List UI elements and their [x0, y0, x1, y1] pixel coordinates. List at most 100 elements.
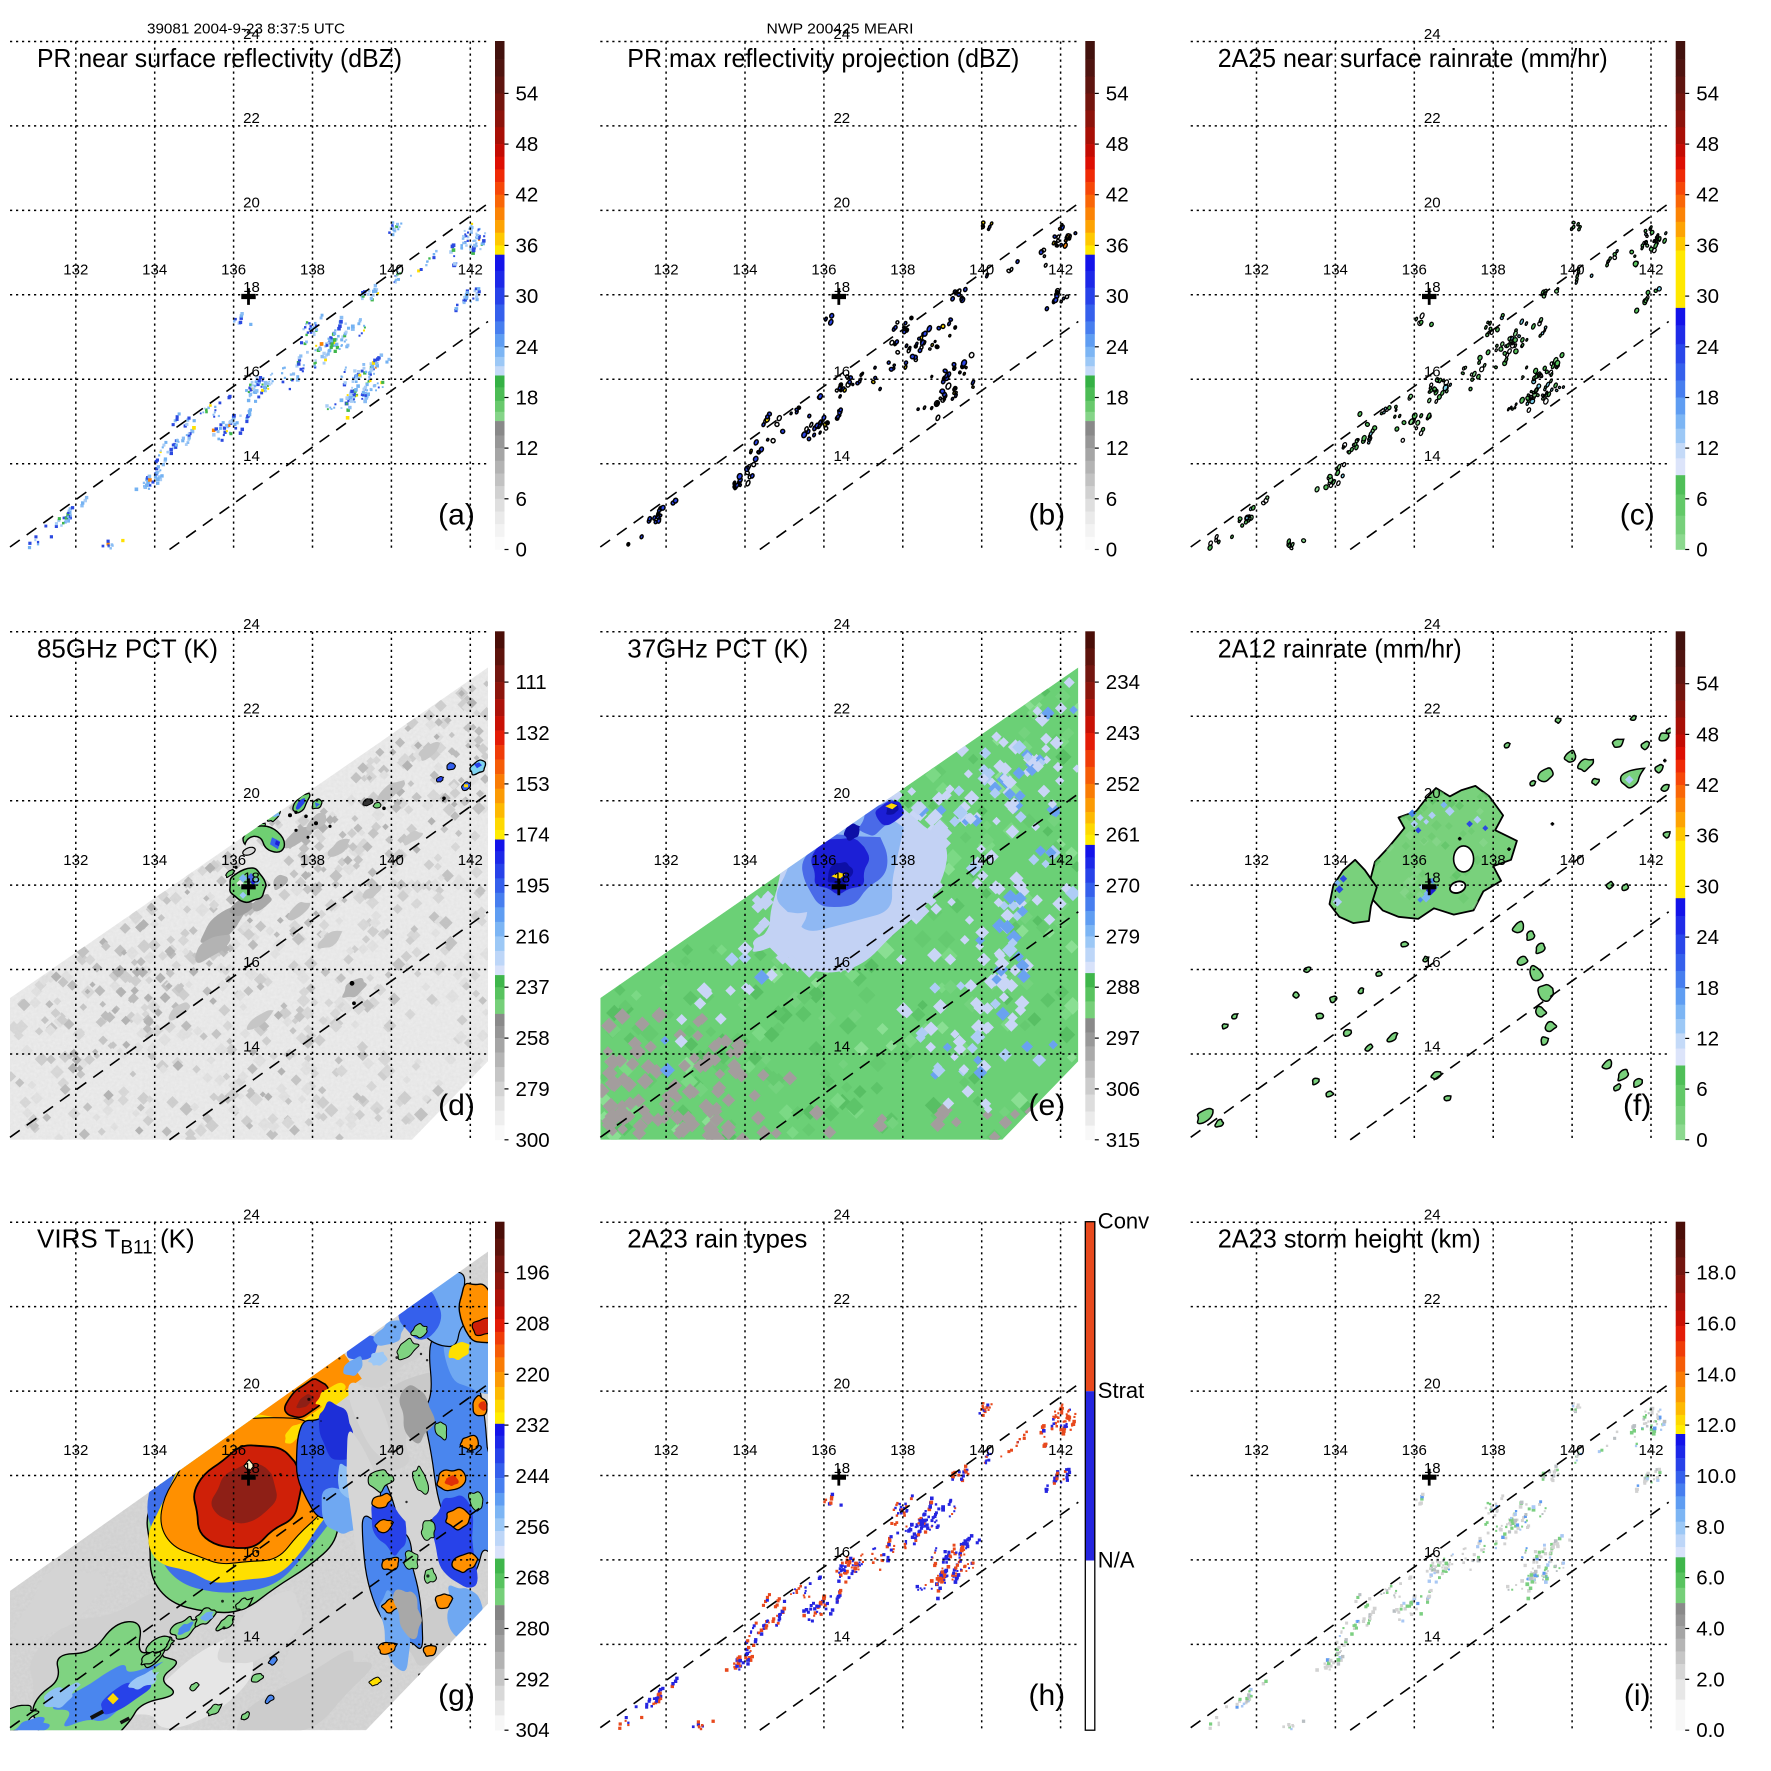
svg-text:36: 36	[1696, 234, 1719, 257]
svg-text:268: 268	[516, 1567, 550, 1590]
svg-text:252: 252	[1106, 773, 1140, 796]
svg-text:(c): (c)	[1620, 499, 1655, 532]
svg-text:270: 270	[1106, 875, 1140, 898]
svg-text:111: 111	[516, 671, 547, 694]
svg-text:54: 54	[1696, 673, 1719, 696]
svg-text:24: 24	[1106, 336, 1129, 359]
svg-text:42: 42	[1696, 184, 1719, 207]
svg-text:0: 0	[1696, 539, 1707, 562]
svg-text:24: 24	[516, 336, 539, 359]
svg-text:18: 18	[1696, 387, 1719, 410]
svg-text:12: 12	[1696, 437, 1719, 460]
svg-text:304: 304	[516, 1719, 550, 1742]
svg-text:216: 216	[516, 925, 550, 948]
svg-text:(g): (g)	[438, 1679, 475, 1712]
svg-text:42: 42	[1106, 184, 1129, 207]
svg-text:256: 256	[516, 1516, 550, 1539]
svg-text:30: 30	[516, 285, 539, 308]
svg-text:(f): (f)	[1623, 1089, 1651, 1122]
svg-text:16.0: 16.0	[1696, 1312, 1736, 1335]
svg-text:Strat: Strat	[1098, 1378, 1144, 1403]
svg-text:258: 258	[516, 1027, 550, 1050]
svg-text:196: 196	[516, 1262, 550, 1285]
svg-text:232: 232	[516, 1414, 550, 1437]
svg-text:0: 0	[516, 539, 527, 562]
svg-text:208: 208	[516, 1312, 550, 1335]
svg-text:12: 12	[1696, 1027, 1719, 1050]
svg-text:PR near surface reflectivity (: PR near surface reflectivity (dBZ)	[37, 43, 402, 73]
svg-text:36: 36	[1696, 825, 1719, 848]
svg-text:14.0: 14.0	[1696, 1363, 1736, 1386]
svg-text:N/A: N/A	[1098, 1548, 1135, 1573]
svg-text:195: 195	[516, 875, 550, 898]
svg-text:42: 42	[1696, 774, 1719, 797]
svg-text:42: 42	[516, 184, 539, 207]
svg-text:6: 6	[516, 488, 527, 511]
svg-text:54: 54	[1106, 82, 1129, 105]
svg-text:288: 288	[1106, 976, 1140, 999]
svg-text:30: 30	[1106, 285, 1129, 308]
svg-text:0.0: 0.0	[1696, 1719, 1725, 1742]
svg-text:6.0: 6.0	[1696, 1567, 1725, 1590]
svg-text:306: 306	[1106, 1078, 1140, 1101]
svg-text:(d): (d)	[438, 1089, 475, 1122]
svg-text:6: 6	[1106, 488, 1117, 511]
svg-text:12.0: 12.0	[1696, 1414, 1736, 1437]
svg-text:2A23 storm height (km): 2A23 storm height (km)	[1218, 1224, 1481, 1254]
svg-text:292: 292	[516, 1668, 550, 1691]
svg-text:(a): (a)	[438, 499, 475, 532]
svg-text:6: 6	[1696, 1078, 1707, 1101]
svg-text:8.0: 8.0	[1696, 1516, 1725, 1539]
svg-text:(h): (h)	[1028, 1679, 1065, 1712]
svg-text:280: 280	[516, 1618, 550, 1641]
svg-text:36: 36	[1106, 234, 1129, 257]
svg-text:300: 300	[516, 1129, 550, 1152]
svg-text:10.0: 10.0	[1696, 1465, 1736, 1488]
svg-text:48: 48	[516, 133, 539, 156]
svg-text:18: 18	[1696, 977, 1719, 1000]
svg-text:18: 18	[1106, 387, 1129, 410]
svg-text:234: 234	[1106, 671, 1140, 694]
svg-text:85GHz PCT (K): 85GHz PCT (K)	[37, 633, 218, 663]
svg-text:24: 24	[1696, 926, 1719, 949]
svg-text:4.0: 4.0	[1696, 1618, 1725, 1641]
svg-text:24: 24	[1696, 336, 1719, 359]
svg-text:30: 30	[1696, 875, 1719, 898]
svg-text:37GHz PCT (K): 37GHz PCT (K)	[627, 633, 808, 663]
svg-text:297: 297	[1106, 1027, 1140, 1050]
svg-text:18.0: 18.0	[1696, 1262, 1736, 1285]
svg-text:174: 174	[516, 824, 550, 847]
svg-text:48: 48	[1696, 723, 1719, 746]
svg-text:30: 30	[1696, 285, 1719, 308]
svg-text:12: 12	[1106, 437, 1129, 460]
svg-text:2A25 near surface rainrate (mm: 2A25 near surface rainrate (mm/hr)	[1218, 43, 1608, 73]
svg-text:48: 48	[1696, 133, 1719, 156]
svg-text:Conv: Conv	[1098, 1209, 1149, 1234]
svg-text:315: 315	[1106, 1129, 1140, 1152]
svg-text:PR max reflectivity projection: PR max reflectivity projection (dBZ)	[627, 43, 1019, 73]
svg-text:243: 243	[1106, 722, 1140, 745]
svg-text:261: 261	[1106, 824, 1140, 847]
svg-text:48: 48	[1106, 133, 1129, 156]
svg-text:36: 36	[516, 234, 539, 257]
svg-text:2A12 rainrate (mm/hr): 2A12 rainrate (mm/hr)	[1218, 633, 1462, 663]
svg-text:244: 244	[516, 1465, 550, 1488]
svg-text:0: 0	[1106, 539, 1117, 562]
svg-text:220: 220	[516, 1363, 550, 1386]
svg-text:12: 12	[516, 437, 539, 460]
svg-text:54: 54	[516, 82, 539, 105]
svg-text:279: 279	[1106, 925, 1140, 948]
svg-text:132: 132	[516, 722, 550, 745]
svg-text:237: 237	[516, 976, 550, 999]
svg-text:VIRS TB11 (K): VIRS TB11 (K)	[37, 1224, 195, 1259]
svg-text:2.0: 2.0	[1696, 1668, 1725, 1691]
svg-text:0: 0	[1696, 1129, 1707, 1152]
svg-text:54: 54	[1696, 82, 1719, 105]
svg-text:6: 6	[1696, 488, 1707, 511]
svg-text:(e): (e)	[1028, 1089, 1065, 1122]
svg-text:279: 279	[516, 1078, 550, 1101]
svg-text:(b): (b)	[1028, 499, 1065, 532]
svg-text:18: 18	[516, 387, 539, 410]
svg-text:2A23 rain types: 2A23 rain types	[627, 1224, 807, 1254]
svg-text:153: 153	[516, 773, 550, 796]
